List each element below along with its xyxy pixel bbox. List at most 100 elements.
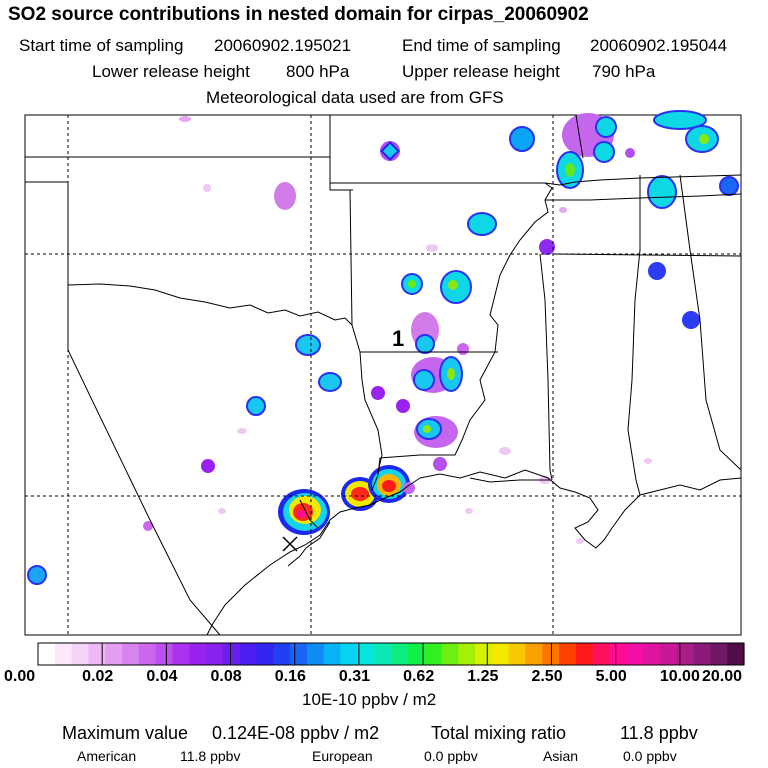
border-line — [544, 174, 742, 186]
european-value: 0.0 ppbv — [424, 748, 478, 764]
colorbar-swatch — [88, 643, 106, 665]
plume-patch — [699, 134, 709, 144]
plume-patch — [426, 244, 438, 252]
plume-patch — [382, 480, 396, 492]
colorbar-tick-label: 0.31 — [338, 668, 371, 685]
colorbar-tick-label: 0.16 — [274, 668, 306, 685]
colorbar-swatch — [222, 643, 241, 665]
plume-patch — [647, 175, 677, 209]
colorbar-swatch — [155, 643, 174, 665]
plume-patch — [371, 386, 385, 400]
colorbar-swatch — [693, 643, 711, 665]
lower-height-label: Lower release height — [92, 62, 250, 81]
border-line — [67, 182, 221, 636]
plume-patch — [682, 311, 700, 329]
colorbar-tick-label: 2.50 — [531, 668, 563, 685]
plume-patch — [413, 369, 435, 391]
colorbar-swatch — [206, 643, 224, 665]
coast-segment — [287, 521, 331, 567]
plume-patch — [447, 368, 455, 380]
colorbar-swatch — [710, 643, 728, 665]
colorbar-swatch — [458, 643, 476, 665]
colorbar-tick-label: 0.08 — [210, 668, 242, 685]
plume-patch — [539, 239, 555, 255]
plume-patch — [423, 425, 431, 433]
plume-patch — [179, 116, 191, 122]
colorbar-swatch — [609, 643, 627, 665]
colorbar-swatch — [38, 643, 56, 665]
plume-patch — [467, 212, 497, 236]
colorbar-swatch — [273, 643, 291, 665]
border-line — [469, 477, 550, 483]
colorbar-swatch — [239, 643, 258, 665]
plume-patch — [218, 508, 226, 514]
coast-segment — [419, 469, 742, 549]
plume-patch — [593, 141, 615, 163]
end-time-value: 20060902.195044 — [590, 36, 728, 55]
plume-patch — [27, 565, 47, 585]
colorbar-tick-label: 0.00 — [4, 668, 36, 685]
plume-patch — [297, 510, 307, 518]
border-line — [545, 193, 742, 201]
map-frame — [24, 114, 742, 636]
plume-patch — [237, 428, 247, 434]
colorbar-unit-label: 10E-10 ppbv / m2 — [302, 690, 437, 709]
map-title: SO2 source contributions in nested domai… — [8, 4, 589, 25]
colorbar-swatch — [323, 643, 342, 665]
plume-patch — [559, 207, 567, 213]
plume-patch — [653, 110, 707, 130]
plume-patch — [433, 457, 447, 471]
colorbar-swatch — [306, 643, 325, 665]
plume-patch — [246, 396, 266, 416]
colorbar-swatch — [592, 643, 611, 665]
coast-segment — [299, 499, 319, 529]
plume-patch — [396, 399, 410, 413]
start-time-label: Start time of sampling — [19, 36, 184, 55]
border-line — [359, 351, 383, 473]
colorbar-swatch — [256, 643, 274, 665]
colorbar-swatch — [508, 643, 527, 665]
plume-patch — [203, 184, 211, 192]
plume-patch — [295, 334, 321, 356]
colorbar — [38, 643, 745, 665]
plume-patch — [457, 343, 469, 355]
plume-layer — [27, 110, 739, 585]
border-line — [67, 283, 353, 326]
colorbar-swatch — [559, 643, 577, 665]
source-marker — [282, 536, 298, 552]
plume-patch — [648, 262, 666, 280]
border-line — [679, 174, 742, 471]
american-value: 11.8 ppbv — [180, 748, 241, 764]
plume-patch — [351, 487, 369, 501]
colorbar-swatch — [189, 643, 207, 665]
upper-height-label: Upper release height — [402, 62, 560, 81]
colorbar-swatch — [727, 643, 745, 665]
colorbar-swatch — [374, 643, 392, 665]
colorbar-swatch — [407, 643, 426, 665]
border-line — [552, 253, 742, 257]
plume-patch — [274, 182, 296, 210]
border-line — [539, 253, 553, 481]
plume-patch — [625, 148, 635, 158]
plume-patch — [318, 372, 342, 392]
american-label: American — [77, 748, 137, 764]
colorbar-swatch — [391, 643, 409, 665]
plume-patch — [143, 521, 153, 531]
colorbar-swatch — [122, 643, 140, 665]
european-label: European — [312, 748, 373, 764]
state-borders — [25, 114, 742, 636]
plume-patch — [595, 116, 617, 138]
end-time-label: End time of sampling — [402, 36, 561, 55]
plume-patch — [565, 163, 575, 177]
colorbar-tick-label: 5.00 — [595, 668, 627, 685]
colorbar-swatch — [643, 643, 661, 665]
colorbar-swatch — [475, 643, 493, 665]
total-mixing-label: Total mixing ratio — [431, 723, 567, 743]
colorbar-swatch — [676, 643, 695, 665]
colorbar-swatch — [626, 643, 644, 665]
colorbar-tick-label: 10.00 — [659, 668, 700, 685]
receptor-label: 1 — [392, 326, 404, 351]
lower-height-value: 800 hPa — [286, 62, 350, 81]
plume-patch — [576, 538, 584, 544]
